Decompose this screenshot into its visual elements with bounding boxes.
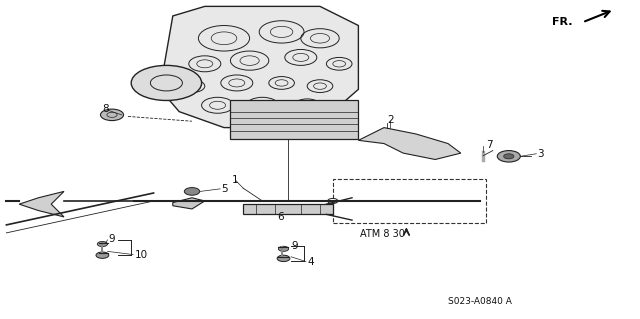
Text: 3: 3 [538,149,544,159]
Text: 8: 8 [102,104,109,114]
Text: 10: 10 [134,250,148,260]
FancyBboxPatch shape [230,100,358,139]
Circle shape [97,241,108,247]
Text: 1: 1 [232,175,238,185]
Circle shape [504,154,514,159]
Text: 7: 7 [486,140,493,150]
Text: 6: 6 [277,212,284,222]
Circle shape [96,252,109,258]
Polygon shape [19,191,64,217]
Polygon shape [160,6,358,128]
Circle shape [184,188,200,195]
Circle shape [278,246,289,251]
Text: FR.: FR. [552,17,573,27]
Text: 5: 5 [221,184,227,194]
Polygon shape [358,128,461,160]
Bar [333,179,486,223]
Polygon shape [173,198,205,209]
Circle shape [131,65,202,100]
Text: ATM 8 30: ATM 8 30 [360,228,405,239]
Bar [243,204,333,214]
Text: 9: 9 [291,241,298,251]
Circle shape [277,255,290,262]
Circle shape [497,151,520,162]
Text: S023-A0840 A: S023-A0840 A [448,297,512,306]
Circle shape [100,109,124,121]
Text: 4: 4 [307,257,314,267]
Text: 2: 2 [387,115,394,125]
Text: 9: 9 [109,234,115,244]
